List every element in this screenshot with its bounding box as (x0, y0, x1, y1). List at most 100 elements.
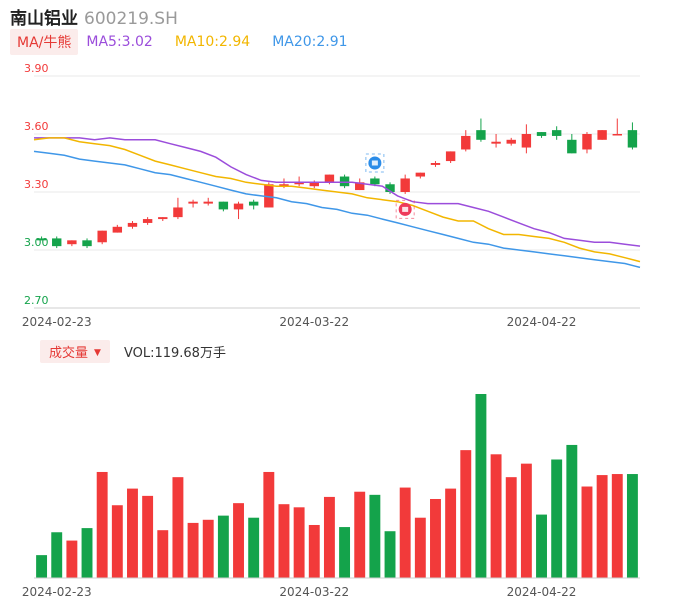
ma-selector-button[interactable]: MA/牛熊 (10, 29, 79, 55)
candle (188, 199, 198, 208)
volume-bar (430, 498, 441, 578)
candle-body (567, 139, 577, 154)
volume-bar (81, 528, 93, 578)
candle-body (309, 182, 319, 187)
candle (36, 236, 47, 241)
candle (294, 176, 304, 187)
volume-bar (490, 454, 502, 578)
volume-bar (142, 495, 154, 578)
volume-bar (127, 488, 138, 578)
ma-line-ma10 (33, 137, 641, 263)
volume-bar (51, 532, 63, 578)
candle (612, 118, 622, 136)
volume-bar (596, 475, 608, 578)
volume-bar (217, 515, 229, 578)
candle-body (188, 201, 198, 204)
volume-bar (536, 514, 547, 578)
badge-frame (365, 153, 385, 173)
volume-tag-label: 成交量 (49, 345, 89, 361)
x-tick-label: 2024-02-23 (22, 315, 92, 329)
candle-body (36, 238, 47, 241)
candle-body (294, 182, 304, 185)
volume-bar (445, 488, 457, 578)
candle (582, 132, 592, 154)
volume-bar (626, 474, 638, 578)
candle (536, 132, 547, 138)
candle-body (233, 203, 244, 210)
volume-bar (581, 486, 593, 578)
candle-body (476, 130, 486, 140)
candle (203, 197, 213, 206)
candle-body (370, 178, 380, 185)
ma5-label: MA5:3.02 (86, 34, 153, 50)
volume-bar (566, 444, 578, 578)
volume-bar (460, 450, 472, 578)
volume-value: VOL:119.68万手 (123, 345, 226, 361)
y-tick-label: 3.00 (24, 236, 49, 249)
badge-glyph (371, 160, 378, 166)
signal-badge-blue-icon (365, 153, 385, 173)
volume-indicator-button[interactable]: 成交量 ▼ (40, 339, 110, 363)
candle-body (355, 182, 365, 191)
volume-bar (475, 394, 487, 578)
candle (491, 134, 501, 148)
candle-body (218, 201, 229, 210)
candle (627, 122, 638, 150)
y-tick-label: 3.60 (24, 120, 49, 133)
candle-body (339, 176, 350, 187)
candle-body (142, 219, 153, 223)
candle-body (385, 184, 395, 192)
volume-bar (323, 496, 335, 578)
candle (385, 182, 395, 194)
candle-body (158, 217, 168, 220)
signal-badge-red-icon (395, 199, 415, 219)
candle (597, 130, 607, 140)
volume-bar (111, 505, 123, 578)
volume-bar (369, 494, 381, 578)
candle (476, 118, 486, 142)
volume-bar (384, 531, 396, 578)
candle (67, 240, 77, 247)
candle-body (521, 134, 532, 148)
volume-bar (611, 474, 623, 578)
volume-bar (202, 519, 214, 578)
volume-bar (187, 522, 199, 578)
candle-body (82, 240, 92, 247)
candle (506, 137, 516, 146)
candle (461, 130, 471, 152)
candle (355, 178, 365, 191)
candle (339, 174, 350, 189)
volume-bar (66, 540, 78, 578)
candle (264, 182, 274, 208)
volume-bar (157, 530, 169, 578)
candle (218, 201, 229, 212)
candle (158, 217, 168, 221)
candle-body (97, 230, 107, 243)
volume-x-tick-label: 2024-04-22 (507, 585, 577, 599)
volume-bar (520, 463, 532, 578)
volume-bar (96, 471, 108, 578)
candle (521, 124, 532, 154)
x-tick-label: 2024-03-22 (279, 315, 349, 329)
volume-bar (233, 503, 244, 578)
candle (430, 161, 441, 167)
candle-body (400, 178, 410, 192)
ma20-label: MA20:2.91 (272, 34, 348, 50)
y-tick-label: 2.70 (24, 294, 49, 307)
candle-body (279, 184, 289, 186)
candle-body (415, 172, 426, 177)
candle (248, 199, 259, 210)
candle-body (173, 207, 183, 218)
candle-body (445, 151, 456, 162)
candle-body (627, 130, 638, 148)
candle (551, 126, 562, 140)
ma10-label: MA10:2.94 (174, 34, 251, 50)
candle-body (506, 139, 516, 144)
volume-bar (551, 459, 563, 578)
volume-bar (354, 491, 366, 578)
candle (415, 172, 426, 179)
candle-body (264, 184, 274, 208)
candle-body (491, 141, 501, 144)
volume-bar (36, 555, 48, 578)
